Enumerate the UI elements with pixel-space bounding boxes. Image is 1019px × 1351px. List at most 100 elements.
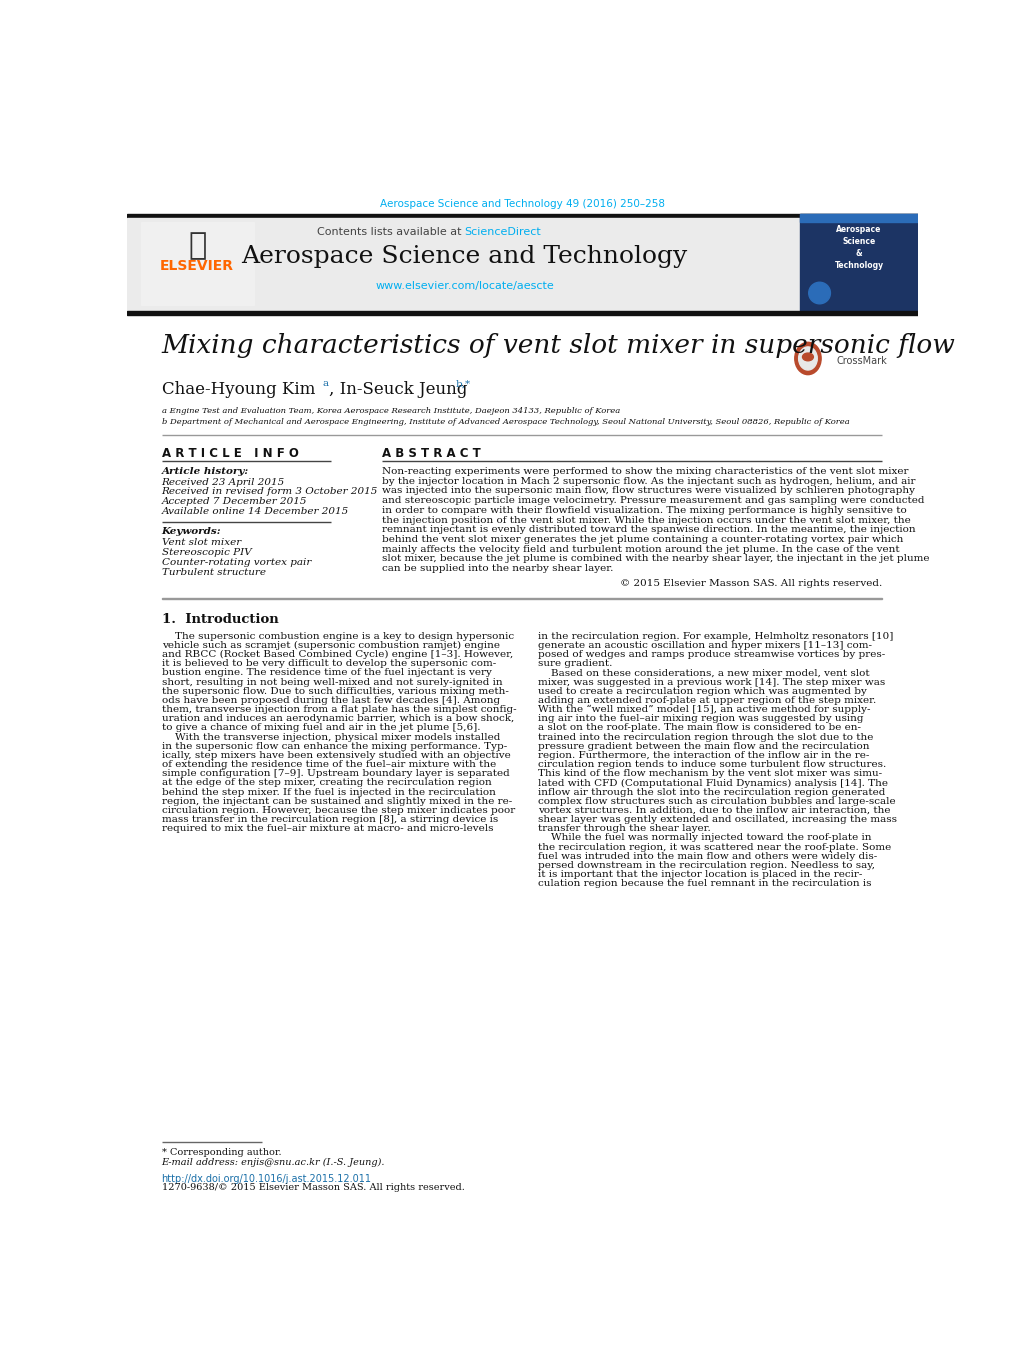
Bar: [127, 215, 917, 219]
Text: mainly affects the velocity field and turbulent motion around the jet plume. In : mainly affects the velocity field and tu…: [381, 544, 899, 554]
Bar: [142, 222, 254, 305]
Text: short, resulting in not being well-mixed and not surely-ignited in: short, resulting in not being well-mixed…: [161, 678, 501, 686]
Text: shear layer was gently extended and oscillated, increasing the mass: shear layer was gently extended and osci…: [538, 815, 897, 824]
Text: bustion engine. The residence time of the fuel injectant is very: bustion engine. The residence time of th…: [161, 669, 491, 677]
Text: sure gradient.: sure gradient.: [538, 659, 612, 669]
Text: complex flow structures such as circulation bubbles and large-scale: complex flow structures such as circulat…: [538, 797, 895, 805]
Text: Mixing characteristics of vent slot mixer in supersonic flow: Mixing characteristics of vent slot mixe…: [161, 334, 955, 358]
Text: was injected into the supersonic main flow, flow structures were visualized by s: was injected into the supersonic main fl…: [381, 486, 914, 496]
Text: http://dx.doi.org/10.1016/j.ast.2015.12.011: http://dx.doi.org/10.1016/j.ast.2015.12.…: [161, 1174, 371, 1183]
Text: uration and induces an aerodynamic barrier, which is a bow shock,: uration and induces an aerodynamic barri…: [161, 715, 514, 723]
Bar: [127, 311, 917, 315]
Text: vortex structures. In addition, due to the inflow air interaction, the: vortex structures. In addition, due to t…: [538, 807, 890, 815]
Text: the supersonic flow. Due to such difficulties, various mixing meth-: the supersonic flow. Due to such difficu…: [161, 686, 508, 696]
Text: slot mixer, because the jet plume is combined with the nearby shear layer, the i: slot mixer, because the jet plume is com…: [381, 554, 928, 563]
Text: Accepted 7 December 2015: Accepted 7 December 2015: [161, 497, 307, 507]
Text: ically, step mixers have been extensively studied with an objective: ically, step mixers have been extensivel…: [161, 751, 510, 761]
Text: it is important that the injector location is placed in the recir-: it is important that the injector locati…: [538, 870, 862, 880]
Bar: [800, 215, 917, 222]
Text: , In-Seuck Jeung: , In-Seuck Jeung: [329, 381, 467, 397]
Text: by the injector location in Mach 2 supersonic flow. As the injectant such as hyd: by the injector location in Mach 2 super…: [381, 477, 914, 486]
Text: behind the vent slot mixer generates the jet plume containing a counter-rotating: behind the vent slot mixer generates the…: [381, 535, 902, 544]
Text: mixer, was suggested in a previous work [14]. The step mixer was: mixer, was suggested in a previous work …: [538, 678, 884, 686]
Text: © 2015 Elsevier Masson SAS. All rights reserved.: © 2015 Elsevier Masson SAS. All rights r…: [620, 580, 881, 589]
Text: generate an acoustic oscillation and hyper mixers [11–13] com-: generate an acoustic oscillation and hyp…: [538, 640, 871, 650]
Text: can be supplied into the nearby shear layer.: can be supplied into the nearby shear la…: [381, 565, 612, 573]
Text: b,*: b,*: [454, 380, 470, 388]
Text: This kind of the flow mechanism by the vent slot mixer was simu-: This kind of the flow mechanism by the v…: [538, 769, 881, 778]
Text: * Corresponding author.: * Corresponding author.: [161, 1148, 281, 1156]
Text: the injection position of the vent slot mixer. While the injection occurs under : the injection position of the vent slot …: [381, 516, 910, 524]
Text: posed of wedges and ramps produce streamwise vortices by pres-: posed of wedges and ramps produce stream…: [538, 650, 884, 659]
Ellipse shape: [794, 342, 820, 374]
Text: in the recirculation region. For example, Helmholtz resonators [10]: in the recirculation region. For example…: [538, 632, 893, 640]
Text: it is believed to be very difficult to develop the supersonic com-: it is believed to be very difficult to d…: [161, 659, 495, 669]
Text: ing air into the fuel–air mixing region was suggested by using: ing air into the fuel–air mixing region …: [538, 715, 863, 723]
Text: Keywords:: Keywords:: [161, 527, 221, 536]
Text: ELSEVIER: ELSEVIER: [160, 259, 234, 273]
Text: region. Furthermore, the interaction of the inflow air in the re-: region. Furthermore, the interaction of …: [538, 751, 869, 761]
Text: culation region because the fuel remnant in the recirculation is: culation region because the fuel remnant…: [538, 880, 871, 888]
Text: ScienceDirect: ScienceDirect: [465, 227, 541, 236]
Text: simple configuration [7–9]. Upstream boundary layer is separated: simple configuration [7–9]. Upstream bou…: [161, 769, 508, 778]
Text: Received in revised form 3 October 2015: Received in revised form 3 October 2015: [161, 488, 378, 496]
Text: Article history:: Article history:: [161, 467, 249, 476]
Text: E-mail address: enjis@snu.ac.kr (I.-S. Jeung).: E-mail address: enjis@snu.ac.kr (I.-S. J…: [161, 1158, 385, 1167]
Text: inflow air through the slot into the recirculation region generated: inflow air through the slot into the rec…: [538, 788, 884, 797]
Text: behind the step mixer. If the fuel is injected in the recirculation: behind the step mixer. If the fuel is in…: [161, 788, 495, 797]
Text: While the fuel was normally injected toward the roof-plate in: While the fuel was normally injected tow…: [538, 834, 871, 843]
Text: With the “well mixed” model [15], an active method for supply-: With the “well mixed” model [15], an act…: [538, 705, 870, 715]
Text: vehicle such as scramjet (supersonic combustion ramjet) engine: vehicle such as scramjet (supersonic com…: [161, 640, 499, 650]
Bar: [127, 219, 800, 311]
Text: Stereoscopic PIV: Stereoscopic PIV: [161, 549, 251, 557]
Text: mass transfer in the recirculation region [8], a stirring device is: mass transfer in the recirculation regio…: [161, 815, 497, 824]
Text: and stereoscopic particle image velocimetry. Pressure measurement and gas sampli: and stereoscopic particle image velocime…: [381, 496, 923, 505]
Text: Turbulent structure: Turbulent structure: [161, 567, 265, 577]
Text: Counter-rotating vortex pair: Counter-rotating vortex pair: [161, 558, 311, 567]
Text: 1.  Introduction: 1. Introduction: [161, 612, 278, 626]
Text: used to create a recirculation region which was augmented by: used to create a recirculation region wh…: [538, 686, 866, 696]
Text: region, the injectant can be sustained and slightly mixed in the re-: region, the injectant can be sustained a…: [161, 797, 512, 805]
Bar: [800, 215, 917, 311]
Text: 🌿: 🌿: [187, 231, 206, 259]
Text: to give a chance of mixing fuel and air in the jet plume [5,6].: to give a chance of mixing fuel and air …: [161, 723, 480, 732]
Text: pressure gradient between the main flow and the recirculation: pressure gradient between the main flow …: [538, 742, 869, 751]
Text: CrossMark: CrossMark: [836, 355, 887, 366]
Ellipse shape: [798, 347, 816, 370]
Text: Chae-Hyoung Kim: Chae-Hyoung Kim: [161, 381, 315, 397]
Text: Contents lists available at: Contents lists available at: [316, 227, 465, 236]
Text: Based on these considerations, a new mixer model, vent slot: Based on these considerations, a new mix…: [538, 669, 869, 677]
Text: adding an extended roof-plate at upper region of the step mixer.: adding an extended roof-plate at upper r…: [538, 696, 875, 705]
Text: the recirculation region, it was scattered near the roof-plate. Some: the recirculation region, it was scatter…: [538, 843, 891, 851]
Text: The supersonic combustion engine is a key to design hypersonic: The supersonic combustion engine is a ke…: [161, 632, 514, 640]
Text: required to mix the fuel–air mixture at macro- and micro-levels: required to mix the fuel–air mixture at …: [161, 824, 492, 834]
Text: transfer through the shear layer.: transfer through the shear layer.: [538, 824, 710, 834]
Text: www.elsevier.com/locate/aescte: www.elsevier.com/locate/aescte: [375, 281, 553, 292]
Text: trained into the recirculation region through the slot due to the: trained into the recirculation region th…: [538, 732, 872, 742]
Text: circulation region tends to induce some turbulent flow structures.: circulation region tends to induce some …: [538, 761, 886, 769]
Text: a: a: [322, 380, 328, 388]
Text: of extending the residence time of the fuel–air mixture with the: of extending the residence time of the f…: [161, 761, 495, 769]
Text: them, transverse injection from a flat plate has the simplest config-: them, transverse injection from a flat p…: [161, 705, 516, 715]
Text: persed downstream in the recirculation region. Needless to say,: persed downstream in the recirculation r…: [538, 861, 874, 870]
Text: ods have been proposed during the last few decades [4]. Among: ods have been proposed during the last f…: [161, 696, 499, 705]
Text: Aerospace Science and Technology: Aerospace Science and Technology: [242, 246, 687, 269]
Text: circulation region. However, because the step mixer indicates poor: circulation region. However, because the…: [161, 807, 515, 815]
Text: b Department of Mechanical and Aerospace Engineering, Institute of Advanced Aero: b Department of Mechanical and Aerospace…: [161, 417, 849, 426]
Ellipse shape: [802, 353, 812, 361]
Text: Received 23 April 2015: Received 23 April 2015: [161, 478, 284, 486]
Text: A R T I C L E   I N F O: A R T I C L E I N F O: [161, 447, 299, 461]
Text: With the transverse injection, physical mixer models installed: With the transverse injection, physical …: [161, 732, 499, 742]
Text: a Engine Test and Evaluation Team, Korea Aerospace Research Institute, Daejeon 3: a Engine Test and Evaluation Team, Korea…: [161, 407, 620, 415]
Text: A B S T R A C T: A B S T R A C T: [381, 447, 480, 461]
Text: Vent slot mixer: Vent slot mixer: [161, 538, 240, 547]
Text: 1270-9638/© 2015 Elsevier Masson SAS. All rights reserved.: 1270-9638/© 2015 Elsevier Masson SAS. Al…: [161, 1183, 464, 1192]
Text: Aerospace Science and Technology 49 (2016) 250–258: Aerospace Science and Technology 49 (201…: [380, 199, 664, 209]
Circle shape: [808, 282, 829, 304]
Text: fuel was intruded into the main flow and others were widely dis-: fuel was intruded into the main flow and…: [538, 851, 876, 861]
Text: and RBCC (Rocket Based Combined Cycle) engine [1–3]. However,: and RBCC (Rocket Based Combined Cycle) e…: [161, 650, 513, 659]
Text: Non-reacting experiments were performed to show the mixing characteristics of th: Non-reacting experiments were performed …: [381, 467, 907, 476]
Text: a slot on the roof-plate. The main flow is considered to be en-: a slot on the roof-plate. The main flow …: [538, 723, 860, 732]
Text: in order to compare with their flowfield visualization. The mixing performance i: in order to compare with their flowfield…: [381, 505, 906, 515]
Text: at the edge of the step mixer, creating the recirculation region: at the edge of the step mixer, creating …: [161, 778, 491, 788]
